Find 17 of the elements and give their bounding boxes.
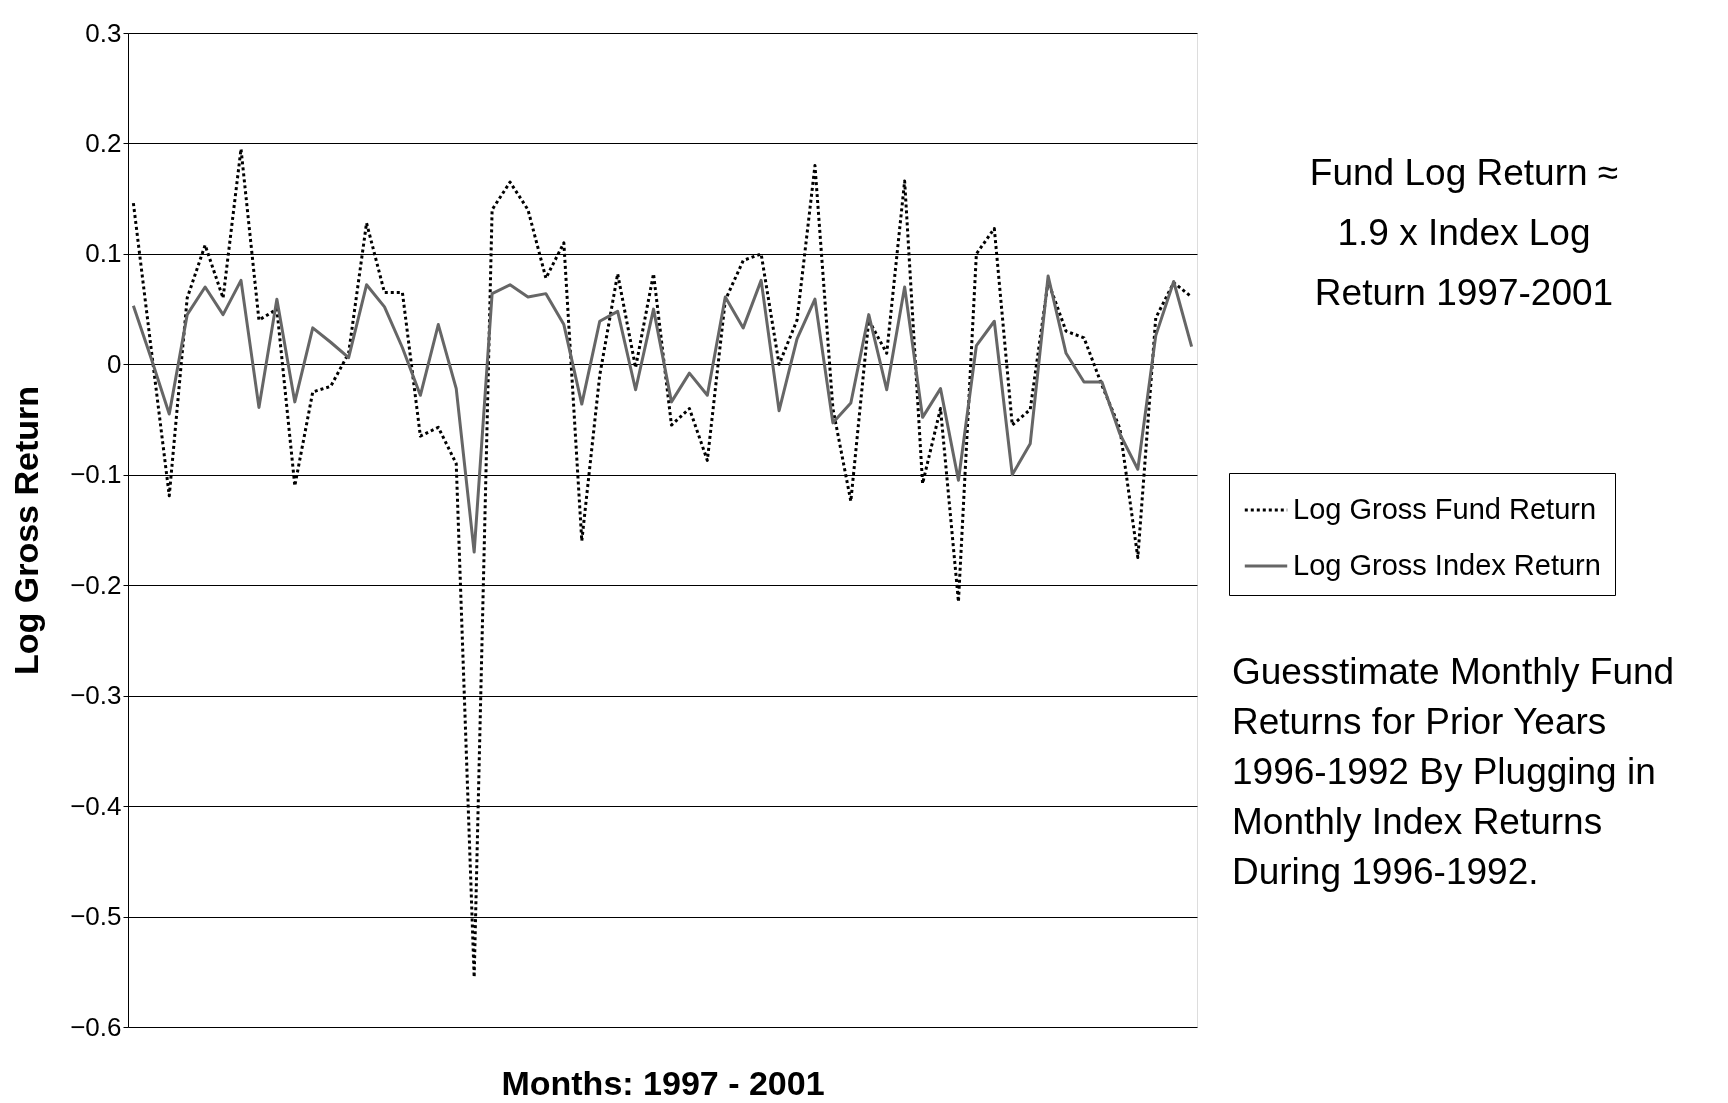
text: Guesstimate Monthly Fund Returns for Prior Years 1996-1992 By Plugging in Monthly Index Returns During 1996-1992.: [1232, 651, 1675, 892]
y-tick-label: 0.2: [85, 127, 122, 158]
y-tick-label: 0.1: [85, 238, 122, 269]
y-tick-label: −0.2: [70, 569, 122, 600]
y-tick-label: 0: [107, 348, 122, 379]
y-tick-label: −0.3: [70, 680, 122, 711]
y-tick-label: −0.4: [70, 790, 122, 821]
y-tick-label: −0.6: [70, 1011, 122, 1042]
legend-label: Log Gross Index Return: [1293, 549, 1601, 581]
y-axis-title: Log Gross Return: [7, 385, 46, 676]
line-series: [131, 274, 1194, 554]
x-axis-title: Months: 1997 - 2001: [501, 1063, 825, 1102]
y-tick-label: −0.5: [70, 901, 122, 932]
text: Fund Log Return ≈ 1.9 x Index Log Return 1997-2001: [1309, 152, 1619, 313]
y-tick-label: 0.3: [85, 17, 122, 48]
y-tick-label: −0.1: [70, 459, 122, 490]
legend-label: Log Gross Fund Return: [1293, 493, 1597, 525]
